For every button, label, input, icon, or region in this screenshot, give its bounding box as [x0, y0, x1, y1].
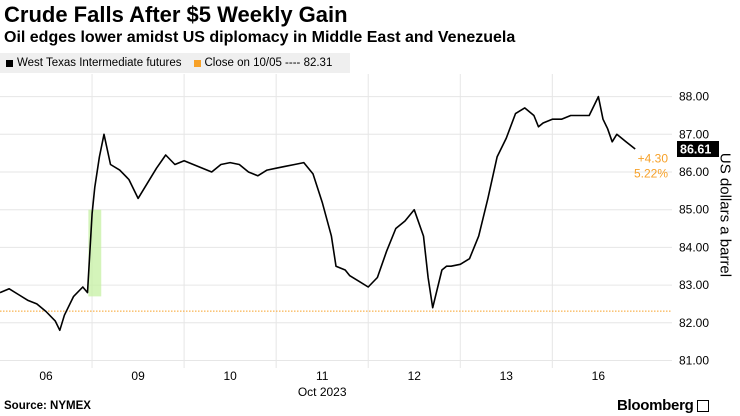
- y-tick-label: 88.00: [679, 90, 709, 104]
- change-percent: 5.22%: [634, 167, 668, 181]
- legend-item-close: Close on 10/05 ---- 82.31: [193, 57, 333, 69]
- y-tick-label: 87.00: [679, 127, 709, 141]
- chart-title: Crude Falls After $5 Weekly Gain: [4, 2, 348, 27]
- y-tick-label: 83.00: [679, 278, 709, 292]
- x-axis-label: Oct 2023: [298, 385, 347, 399]
- x-tick-label: 06: [39, 369, 53, 383]
- legend-swatch-close: [193, 59, 201, 67]
- brand-logo: Bloomberg: [617, 397, 710, 414]
- y-tick-label: 82.00: [679, 316, 709, 330]
- x-tick-label: 11: [316, 369, 329, 383]
- x-tick-label: 12: [408, 369, 422, 383]
- legend: West Texas Intermediate futures Close on…: [0, 53, 350, 73]
- y-axis-label: US dollars a barrel: [716, 152, 734, 278]
- y-tick-label: 86.00: [679, 165, 709, 179]
- y-tick-label: 81.00: [679, 353, 709, 367]
- x-tick-label: 13: [500, 369, 514, 383]
- chart-plot: 81.00 82.00 83.00 84.00 85.00 86.00 87.00 88.00…: [0, 74, 719, 399]
- brand-box-icon: [697, 399, 710, 412]
- x-tick-label: 16: [592, 369, 606, 383]
- y-tick-label: 84.00: [679, 240, 709, 254]
- y-tick-label: 85.00: [679, 203, 709, 217]
- last-value-label: 86.61: [680, 143, 711, 157]
- source-note: Source: NYMEX: [4, 400, 91, 412]
- x-tick-label: 10: [223, 369, 237, 383]
- legend-label-wti: West Texas Intermediate futures: [17, 57, 182, 69]
- legend-swatch-wti: [6, 59, 13, 67]
- series-line-wti: [0, 95, 636, 332]
- last-value-tag: [677, 141, 719, 158]
- x-tick-label: 09: [131, 369, 145, 383]
- change-absolute: +4.30: [638, 152, 669, 166]
- legend-label-close: Close on 10/05 ---- 82.31: [204, 57, 333, 69]
- legend-item-wti: West Texas Intermediate futures: [6, 57, 182, 69]
- chart-subtitle: Oil edges lower amidst US diplomacy in M…: [4, 29, 516, 46]
- brand-text: Bloomberg: [617, 397, 694, 414]
